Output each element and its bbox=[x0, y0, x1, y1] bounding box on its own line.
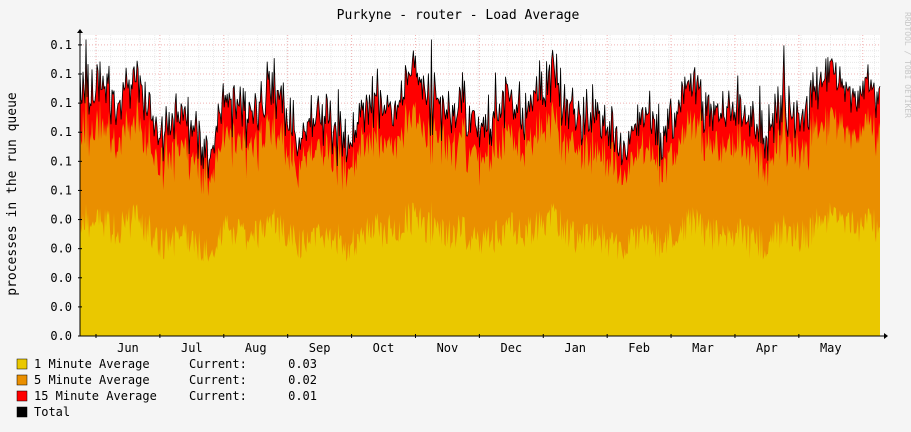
x-axis-arrow bbox=[884, 333, 888, 339]
legend-label: 5 Minute Average bbox=[34, 373, 150, 387]
legend: 1 Minute Average Current: 0.03 5 Minute Ave… bbox=[16, 357, 317, 419]
y-tick-label: 0.0 bbox=[50, 329, 72, 343]
y-tick-label: 0.1 bbox=[50, 38, 72, 52]
x-tick-label: Aug bbox=[245, 341, 267, 355]
y-tick-label: 0.1 bbox=[50, 183, 72, 197]
x-tick-label: Nov bbox=[437, 341, 459, 355]
x-tick-labels: Jun Jul Aug Sep Oct Nov Dec Jan Feb Mar Apr May bbox=[95, 334, 842, 355]
rrdtool-watermark: RRDTOOL / TOBI OETIKER bbox=[903, 12, 911, 118]
y-tick-labels: 0.0 0.0 0.0 0.0 0.0 0.1 0.1 0.1 0.1 0.1 0.1 bbox=[50, 38, 82, 343]
x-tick-label: Oct bbox=[373, 341, 395, 355]
legend-current-value: 0.01 bbox=[288, 389, 317, 403]
x-tick-label: Mar bbox=[692, 341, 714, 355]
legend-current-value: 0.03 bbox=[288, 357, 317, 371]
legend-swatch bbox=[16, 390, 28, 402]
y-tick-label: 0.1 bbox=[50, 125, 72, 139]
legend-swatch bbox=[16, 358, 28, 370]
y-tick-label: 0.0 bbox=[50, 271, 72, 285]
total-line bbox=[79, 39, 881, 179]
axes bbox=[77, 29, 888, 339]
legend-swatch bbox=[16, 374, 28, 386]
x-tick-label: Jun bbox=[117, 341, 139, 355]
y-axis-label: processes in the run queue bbox=[5, 92, 20, 296]
series-area-1 bbox=[80, 201, 880, 336]
legend-current-label: Current: bbox=[189, 373, 247, 387]
data-areas bbox=[79, 39, 881, 336]
x-tick-label: May bbox=[820, 341, 842, 355]
legend-entry: 1 Minute Average Current: 0.03 bbox=[16, 357, 317, 371]
chart-title: Purkyne - router - Load Average bbox=[337, 8, 580, 23]
y-tick-label: 0.1 bbox=[50, 154, 72, 168]
legend-entry: 5 Minute Average Current: 0.02 bbox=[16, 373, 317, 387]
y-tick-label: 0.0 bbox=[50, 300, 72, 314]
legend-entry: 15 Minute Average Current: 0.01 bbox=[16, 389, 317, 403]
legend-current-label: Current: bbox=[189, 357, 247, 371]
y-tick-label: 0.1 bbox=[50, 67, 72, 81]
x-tick-label: Dec bbox=[500, 341, 522, 355]
legend-swatch bbox=[16, 406, 28, 418]
x-tick-label: Sep bbox=[309, 341, 331, 355]
y-tick-label: 0.0 bbox=[50, 242, 72, 256]
y-axis-arrow bbox=[77, 29, 83, 33]
y-tick-label: 0.1 bbox=[50, 96, 72, 110]
x-tick-label: Jul bbox=[181, 341, 203, 355]
x-tick-label: Jan bbox=[564, 341, 586, 355]
legend-entry: Total bbox=[16, 405, 70, 419]
x-tick-label: Feb bbox=[628, 341, 650, 355]
legend-label: 15 Minute Average bbox=[34, 389, 157, 403]
legend-current-value: 0.02 bbox=[288, 373, 317, 387]
legend-label: Total bbox=[34, 405, 70, 419]
x-tick-label: Apr bbox=[756, 341, 778, 355]
y-tick-label: 0.0 bbox=[50, 213, 72, 227]
legend-current-label: Current: bbox=[189, 389, 247, 403]
legend-label: 1 Minute Average bbox=[34, 357, 150, 371]
